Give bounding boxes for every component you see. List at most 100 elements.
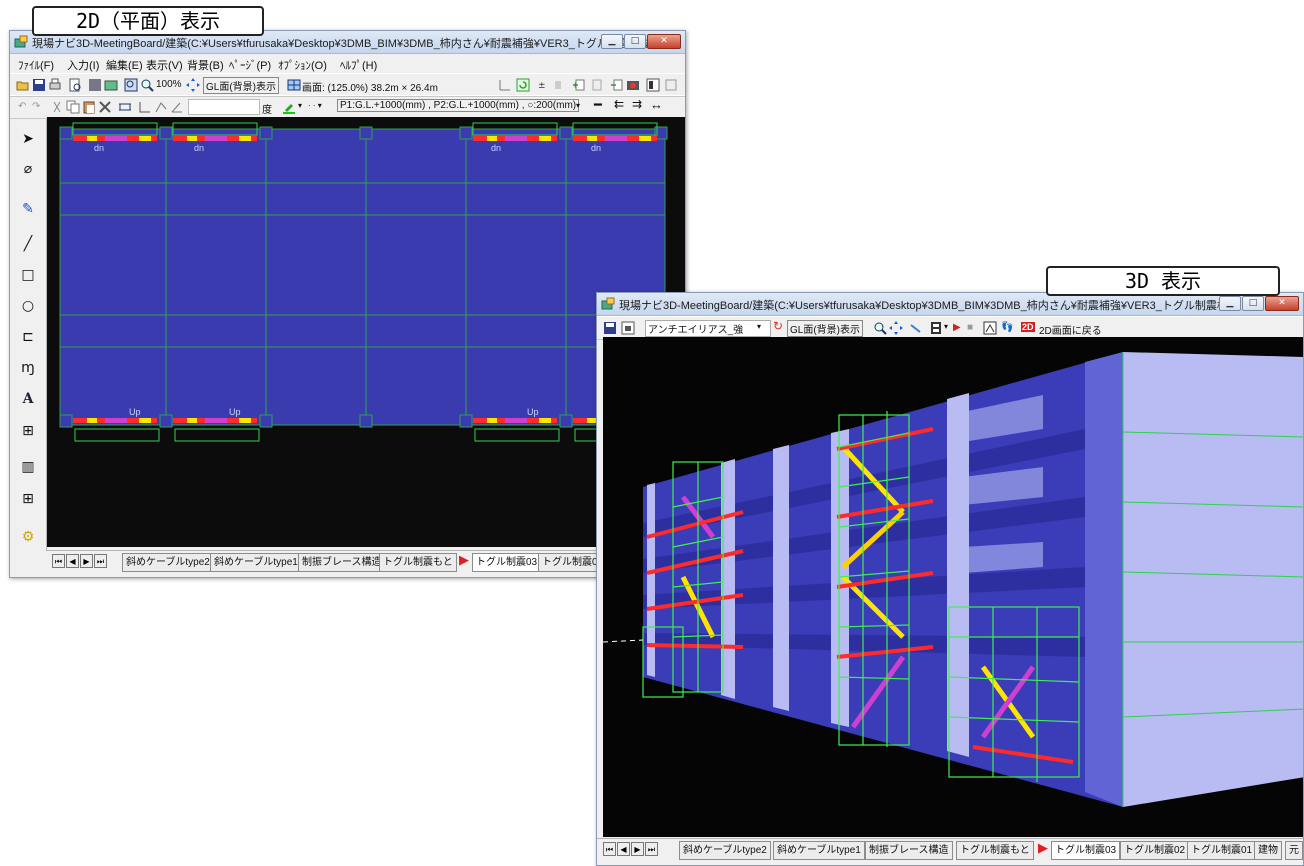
walkers-icon[interactable]: 👣 (1001, 322, 1014, 333)
circle-tool-icon[interactable]: ○ (21, 298, 35, 314)
tab-original[interactable]: 元 (1285, 841, 1303, 860)
walk-icon[interactable] (909, 321, 923, 335)
camera-icon[interactable] (626, 78, 640, 92)
antialias-select[interactable]: アンチエイリアス_強 (645, 320, 771, 337)
grid-icon[interactable] (287, 78, 301, 92)
2d-badge-icon[interactable]: 2D (1021, 322, 1035, 332)
reload-icon[interactable]: ↻ (773, 319, 784, 333)
gl-background-toggle[interactable]: GL面(背景)表示 (787, 320, 863, 337)
menu-help[interactable]: ﾍﾙﾌﾟ(H) (340, 60, 378, 72)
minimize-button[interactable]: ▁ (1219, 296, 1241, 311)
pencil-icon[interactable]: ✎ (22, 201, 34, 217)
menu-edit[interactable]: 編集(E) (106, 60, 143, 72)
minimize-button[interactable]: ▁ (601, 34, 623, 49)
menu-page[interactable]: ﾍﾟｰｼﾞ(P) (229, 60, 272, 72)
plan-canvas[interactable]: dn dn dn dn Up Up Up Up (47, 117, 685, 547)
crane-icon[interactable]: ⚙ (21, 529, 35, 545)
angle-icon[interactable] (170, 100, 184, 114)
menu-options[interactable]: ｵﾌﾟｼｮﾝ(O) (278, 60, 327, 72)
freehand-tool-icon[interactable]: ɱ (21, 360, 35, 376)
close-button[interactable]: ✕ (1265, 296, 1299, 311)
arrow-both-icon[interactable]: ↔ (650, 97, 663, 112)
scaffold-icon[interactable]: ⊞ (22, 423, 34, 439)
first-page-icon[interactable]: ⏮ (603, 842, 616, 856)
tab-building[interactable]: 建物 (1254, 841, 1282, 860)
zoom-icon[interactable] (873, 321, 887, 335)
tab-cable-type1[interactable]: 斜めケーブルtype1 (773, 841, 865, 860)
tab-brace[interactable]: 制振ブレース構造 (298, 553, 386, 572)
menu-view[interactable]: 表示(V) (146, 60, 183, 72)
pan-icon[interactable] (186, 78, 200, 92)
last-page-icon[interactable]: ⏭ (645, 842, 658, 856)
tab-brace[interactable]: 制振ブレース構造 (865, 841, 953, 860)
angle-input[interactable] (188, 99, 260, 115)
close-button[interactable]: ✕ (647, 34, 681, 49)
undo-icon[interactable]: ↶ (18, 101, 27, 112)
antialias-dropdown-icon[interactable]: ▾ (757, 322, 762, 331)
first-page-icon[interactable]: ⏮ (52, 554, 65, 568)
zoom-icon[interactable] (140, 78, 154, 92)
film-icon[interactable] (929, 321, 943, 335)
zoom-fit-icon[interactable] (124, 78, 138, 92)
copy-icon[interactable] (66, 100, 80, 114)
dimension-icon[interactable] (118, 100, 132, 114)
refresh-icon[interactable] (516, 78, 530, 92)
disk-icon[interactable] (88, 78, 102, 92)
page-icon[interactable] (664, 78, 678, 92)
next-page-icon[interactable]: ▶ (631, 842, 644, 856)
polyline-icon[interactable] (154, 100, 168, 114)
tab-toggle-03[interactable]: トグル制震03 (1051, 841, 1121, 860)
prev-page-icon[interactable]: ◀ (617, 842, 630, 856)
dimension-sub-icon[interactable]: ⇉ (632, 97, 643, 111)
layer-icon[interactable] (590, 78, 604, 92)
measure-icon[interactable] (138, 100, 152, 114)
fence-icon[interactable]: ▥ (21, 459, 35, 475)
layer-add-icon[interactable] (572, 78, 586, 92)
tab-toggle-01[interactable]: トグル制震01 (1187, 841, 1257, 860)
paste-icon[interactable] (82, 100, 96, 114)
last-page-icon[interactable]: ⏭ (94, 554, 107, 568)
tab-cable-type2[interactable]: 斜めケーブルtype2 (679, 841, 771, 860)
group-icon[interactable] (610, 78, 624, 92)
maximize-button[interactable]: □ (624, 34, 646, 49)
line-style-dropdown[interactable]: · · ▾ (308, 101, 322, 110)
points-info[interactable]: P1:G.L.+1000(mm) , P2:G.L.+1000(mm) , ○:… (337, 99, 580, 112)
save-icon[interactable] (32, 78, 46, 92)
gate-icon[interactable]: ⊞ (22, 491, 34, 507)
rectangle-tool-icon[interactable]: □ (21, 267, 35, 283)
screenshot-icon[interactable] (621, 321, 635, 335)
gl-background-toggle[interactable]: GL面(背景)表示 (203, 77, 279, 94)
title-bar[interactable]: 現場ナビ3D-MeetingBoard/建築(C:¥Users¥tfurusak… (597, 293, 1303, 316)
maximize-button[interactable]: □ (1242, 296, 1264, 311)
print-icon[interactable] (48, 78, 62, 92)
menu-input[interactable]: 入力(I) (67, 60, 100, 72)
snap-icon[interactable] (498, 78, 512, 92)
line-tool-icon[interactable]: ╱ (23, 236, 33, 252)
export-icon[interactable] (104, 78, 118, 92)
points-dropdown-icon[interactable]: ▾ (576, 101, 581, 110)
menu-background[interactable]: 背景(B) (187, 60, 224, 72)
view-box-icon[interactable] (983, 321, 997, 335)
height-icon[interactable]: ± (536, 78, 550, 92)
save-icon[interactable] (603, 321, 617, 335)
text-tool-icon[interactable]: A (22, 391, 34, 407)
tab-toggle-02[interactable]: トグル制震02 (1120, 841, 1190, 860)
polygon-tool-icon[interactable]: ⊏ (22, 329, 34, 345)
color-icon[interactable] (282, 100, 296, 114)
tab-toggle-original[interactable]: トグル制震もと (956, 841, 1034, 860)
film-dropdown-icon[interactable]: ▾ (944, 322, 949, 331)
tab-cable-type2[interactable]: 斜めケーブルtype2 (122, 553, 214, 572)
layout-icon[interactable] (646, 78, 660, 92)
prev-page-icon[interactable]: ◀ (66, 554, 79, 568)
title-bar[interactable]: 現場ナビ3D-MeetingBoard/建築(C:¥Users¥tfurusak… (10, 31, 685, 54)
select-arrow-icon[interactable]: ➤ (22, 131, 34, 147)
tab-toggle-original[interactable]: トグル制震もと (379, 553, 457, 572)
redo-icon[interactable]: ↷ (32, 101, 41, 112)
tab-cable-type1[interactable]: 斜めケーブルtype1 (210, 553, 302, 572)
align-icon[interactable] (552, 78, 566, 92)
menu-file[interactable]: ﾌｧｲﾙ(F) (18, 60, 55, 72)
open-folder-icon[interactable] (16, 78, 30, 92)
play-icon[interactable]: ▶ (953, 322, 961, 333)
back-to-2d-button[interactable]: 2D画面に戻る (1039, 326, 1102, 337)
pan-icon[interactable] (889, 321, 903, 335)
